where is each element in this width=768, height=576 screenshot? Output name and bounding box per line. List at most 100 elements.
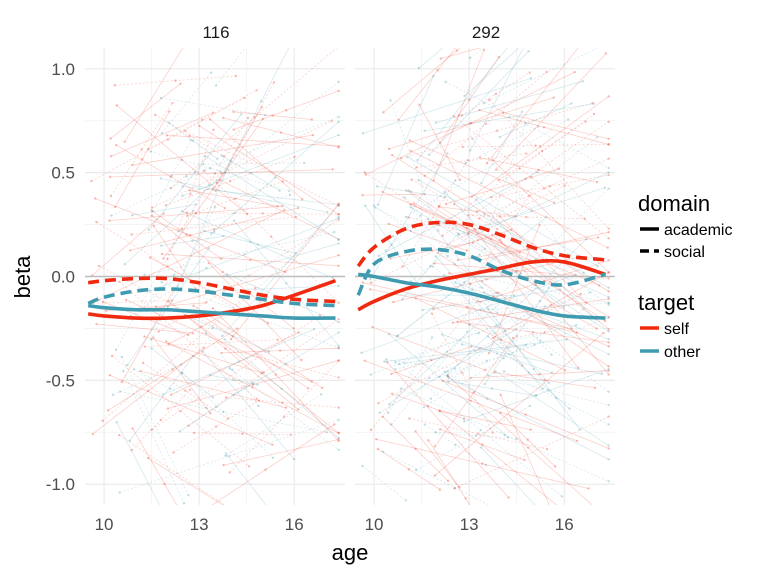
individual-point [337, 238, 340, 241]
individual-trajectory [411, 179, 498, 230]
individual-point [361, 132, 365, 135]
series-self-academic [87, 278, 337, 321]
individual-trajectory [153, 225, 197, 289]
individual-point [187, 493, 190, 497]
individual-point [515, 334, 518, 338]
individual-point [423, 129, 426, 133]
individual-point [364, 173, 367, 176]
individual-point [211, 111, 215, 114]
individual-point [167, 121, 170, 124]
individual-trajectory [468, 188, 609, 326]
individual-trajectory [472, 138, 585, 274]
individual-point [404, 215, 408, 219]
individual-point [377, 401, 380, 405]
individual-point [538, 373, 541, 376]
individual-point [337, 115, 340, 119]
individual-point [224, 454, 227, 458]
individual-point [320, 393, 323, 396]
individual-trajectory [364, 205, 418, 285]
individual-point [260, 371, 264, 375]
x-tick-label: 16 [285, 515, 304, 534]
individual-point [104, 309, 108, 312]
individual-point [185, 211, 188, 214]
individual-point [93, 197, 97, 200]
individual-trajectory [399, 363, 563, 497]
individual-point [152, 224, 155, 228]
individual-point [570, 102, 573, 105]
individual-point [539, 145, 542, 148]
individual-point [469, 282, 472, 286]
individual-point [408, 139, 411, 142]
individual-point [467, 323, 471, 327]
individual-point [545, 447, 549, 451]
individual-point [541, 387, 544, 390]
individual-point [421, 308, 424, 312]
individual-point [281, 401, 284, 404]
individual-point [562, 306, 565, 309]
individual-trajectory [416, 153, 527, 168]
individual-point [325, 431, 329, 434]
individual-point [192, 209, 195, 212]
individual-point [438, 409, 441, 412]
individual-point [534, 394, 538, 397]
individual-point [95, 220, 98, 224]
individual-trajectory [133, 368, 207, 409]
individual-trajectory [121, 290, 174, 383]
individual-point [607, 390, 610, 394]
individual-trajectory [437, 252, 609, 367]
individual-point [438, 409, 441, 413]
individual-point [484, 368, 487, 372]
individual-point [412, 202, 416, 205]
y-axis-ticks: -1.0 -0.5 0.0 0.5 1.0 [46, 60, 75, 494]
individual-trajectory [216, 107, 263, 184]
individual-point [461, 145, 464, 149]
individual-point [363, 171, 367, 174]
individual-point [331, 168, 334, 171]
individual-point [154, 305, 158, 308]
individual-point [414, 447, 417, 450]
individual-point [222, 155, 226, 158]
individual-point [470, 195, 473, 199]
individual-trajectory [125, 299, 312, 382]
individual-point [192, 354, 195, 358]
individual-point [101, 300, 105, 304]
individual-point [280, 387, 283, 390]
individual-point [203, 229, 206, 233]
individual-point [500, 240, 503, 244]
individual-point [371, 325, 374, 329]
individual-trajectory [229, 360, 339, 473]
individual-point [392, 300, 395, 304]
legend-title-domain: domain [638, 191, 710, 216]
individual-trajectory [469, 195, 530, 285]
individual-point [585, 301, 588, 305]
individual-point [118, 491, 121, 494]
individual-point [312, 327, 316, 331]
individual-point [169, 186, 173, 190]
y-tick-label: -1.0 [46, 475, 75, 494]
individual-point [171, 368, 174, 371]
individual-trajectory [121, 356, 189, 496]
individual-point [337, 254, 340, 257]
individual-point [497, 179, 500, 182]
individual-point [451, 321, 454, 324]
individual-point [399, 387, 403, 390]
individual-trajectory [434, 337, 514, 447]
individual-point [288, 193, 292, 197]
individual-point [480, 181, 483, 185]
individual-point [492, 295, 495, 298]
individual-trajectory [442, 121, 609, 237]
individual-point [276, 338, 279, 341]
individual-trajectory [161, 72, 212, 134]
individual-point [198, 124, 201, 128]
individual-point [337, 432, 340, 435]
individual-trajectory [430, 300, 541, 400]
individual-point [95, 322, 98, 326]
panels-layer [85, 48, 615, 505]
individual-point [553, 465, 557, 468]
individual-point [486, 307, 489, 310]
individual-point [552, 201, 556, 204]
individual-point [493, 371, 496, 374]
individual-point [337, 238, 340, 241]
individual-trajectory [428, 440, 471, 505]
individual-point [261, 117, 265, 121]
